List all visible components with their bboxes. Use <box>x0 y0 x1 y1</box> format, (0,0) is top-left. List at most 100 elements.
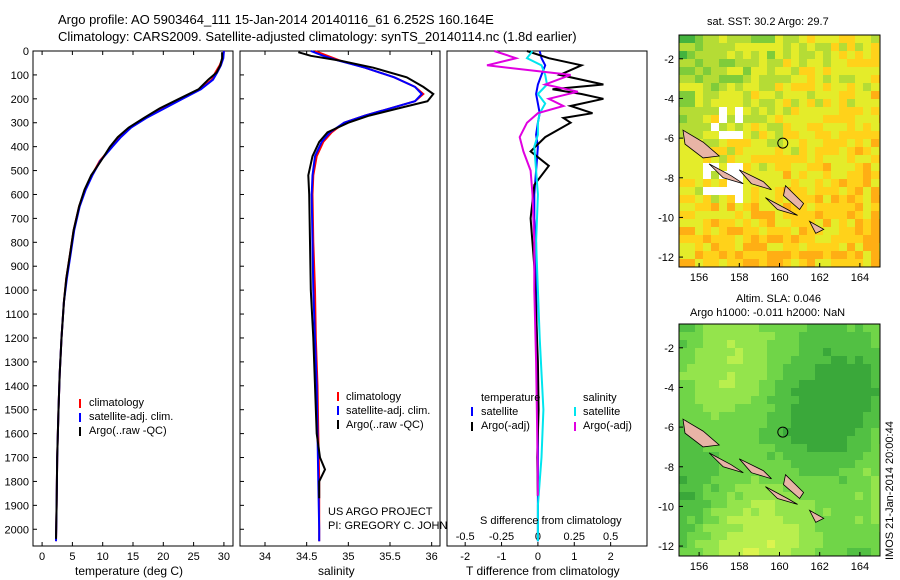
heatmap-cell <box>703 91 711 99</box>
heatmap-cell <box>823 412 831 420</box>
x-tick-label: 10 <box>97 551 109 563</box>
s-tick-label: -0.25 <box>489 531 514 543</box>
heatmap-cell <box>783 444 791 452</box>
heatmap-cell <box>871 492 879 500</box>
heatmap-cell <box>775 412 783 420</box>
heatmap-cell <box>807 380 815 388</box>
heatmap-cell <box>807 476 815 484</box>
heatmap-cell <box>775 380 783 388</box>
sst-map-ticks: 156 158 160 162 164-2-4-6-8-10-12 <box>658 54 869 284</box>
y-tick-label: 600 <box>11 189 29 201</box>
heatmap-cell <box>863 444 871 452</box>
heatmap-cell <box>839 123 847 131</box>
heatmap-cell <box>855 468 863 476</box>
heatmap-cell <box>807 203 815 211</box>
heatmap-cell <box>703 524 711 532</box>
heatmap-cell <box>735 500 743 508</box>
heatmap-cell <box>863 187 871 195</box>
heatmap-cell <box>743 476 751 484</box>
heatmap-cell <box>759 227 767 235</box>
heatmap-cell <box>863 163 871 171</box>
heatmap-cell <box>695 468 703 476</box>
heatmap-cell <box>871 211 879 219</box>
heatmap-cell <box>679 155 687 163</box>
heatmap-cell <box>815 452 823 460</box>
heatmap-cell <box>735 404 743 412</box>
heatmap-cell <box>711 388 719 396</box>
timestamp-stamp: IMOS 21-Jan-2014 20:00:44 <box>884 421 896 560</box>
heatmap-cell <box>711 107 719 115</box>
heatmap-cell <box>679 115 687 123</box>
heatmap-cell <box>847 436 855 444</box>
heatmap-cell <box>807 540 815 548</box>
heatmap-cell <box>775 251 783 259</box>
heatmap-cell <box>783 99 791 107</box>
heatmap-cell <box>679 436 687 444</box>
x-tick-label: 35 <box>342 551 354 563</box>
heatmap-cell <box>767 43 775 51</box>
heatmap-cell <box>695 227 703 235</box>
heatmap-cell <box>815 460 823 468</box>
heatmap-cell <box>743 99 751 107</box>
heatmap-cell <box>687 187 695 195</box>
heatmap-cell <box>855 179 863 187</box>
heatmap-cell <box>695 179 703 187</box>
heatmap-cell <box>815 332 823 340</box>
y-tick-label: 500 <box>11 166 29 178</box>
heatmap-cell <box>775 404 783 412</box>
heatmap-cell <box>767 59 775 67</box>
y-tick-label: 2000 <box>5 524 29 536</box>
heatmap-cell <box>743 259 751 267</box>
heatmap-cell <box>847 67 855 75</box>
heatmap-cell <box>767 428 775 436</box>
heatmap-cell <box>679 211 687 219</box>
heatmap-cell <box>727 436 735 444</box>
heatmap-cell <box>775 444 783 452</box>
heatmap-cell <box>799 115 807 123</box>
heatmap-cell <box>679 476 687 484</box>
heatmap-cell <box>871 420 879 428</box>
heatmap-cell <box>767 99 775 107</box>
heatmap-cell <box>743 251 751 259</box>
heatmap-cell <box>855 51 863 59</box>
heatmap-cell <box>759 219 767 227</box>
heatmap-cell <box>711 99 719 107</box>
heatmap-cell <box>767 91 775 99</box>
heatmap-cell <box>751 380 759 388</box>
heatmap-cell <box>727 91 735 99</box>
heatmap-cell <box>783 340 791 348</box>
heatmap-cell <box>815 179 823 187</box>
heatmap-cell <box>711 500 719 508</box>
t-tick-label: -2 <box>460 551 470 563</box>
heatmap-cell <box>743 35 751 43</box>
heatmap-cell <box>847 243 855 251</box>
heatmap-cell <box>839 67 847 75</box>
heatmap-cell <box>775 163 783 171</box>
heatmap-cell <box>831 171 839 179</box>
heatmap-cell <box>719 251 727 259</box>
heatmap-cell <box>815 492 823 500</box>
map-x-tick-label: 164 <box>851 561 869 573</box>
heatmap-cell <box>855 428 863 436</box>
heatmap-cell <box>807 492 815 500</box>
heatmap-cell <box>775 332 783 340</box>
heatmap-cell <box>815 195 823 203</box>
heatmap-cell <box>743 524 751 532</box>
heatmap-cell <box>863 548 871 556</box>
heatmap-cell <box>775 428 783 436</box>
heatmap-cell <box>743 211 751 219</box>
heatmap-cell <box>863 123 871 131</box>
heatmap-cell <box>839 131 847 139</box>
heatmap-cell <box>831 404 839 412</box>
heatmap-cell <box>727 532 735 540</box>
heatmap-cell <box>799 179 807 187</box>
map-x-tick-label: 158 <box>730 272 748 284</box>
heatmap-cell <box>703 115 711 123</box>
heatmap-cell <box>711 524 719 532</box>
heatmap-cell <box>791 372 799 380</box>
heatmap-cell <box>847 155 855 163</box>
heatmap-cell <box>751 356 759 364</box>
heatmap-cell <box>863 147 871 155</box>
heatmap-cell <box>807 259 815 267</box>
heatmap-cell <box>703 251 711 259</box>
